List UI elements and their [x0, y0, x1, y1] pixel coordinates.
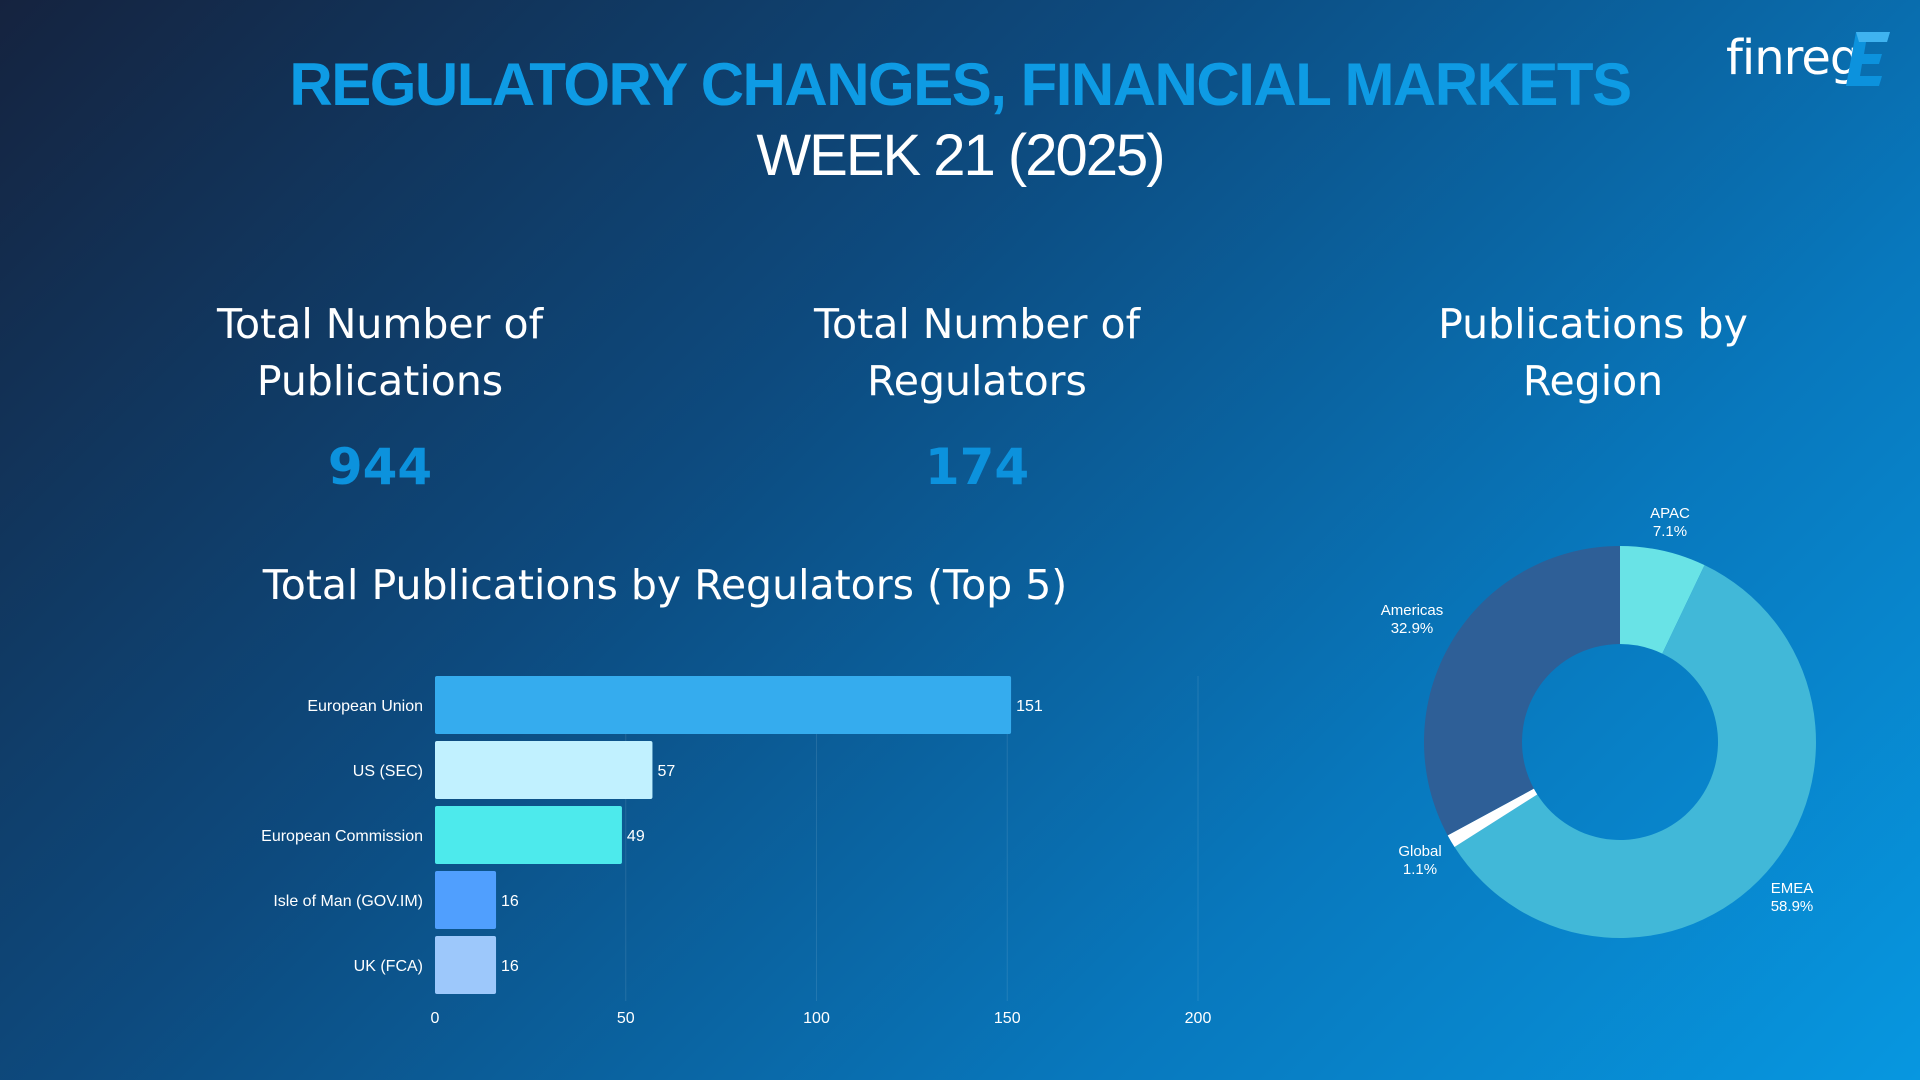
slice-value: 1.1%: [1403, 861, 1437, 878]
category-label: Isle of Man (GOV.IM): [273, 893, 423, 910]
kpi-regulators-title: Total Number of Regulators: [813, 300, 1141, 405]
category-label: European Commission: [261, 828, 423, 845]
finreg-logo: finreg: [1726, 28, 1896, 92]
data-label: 16: [501, 893, 519, 910]
slice-value: 58.9%: [1771, 898, 1814, 915]
category-label: US (SEC): [353, 763, 423, 780]
x-tick-label: 0: [431, 1010, 440, 1027]
x-tick-label: 200: [1185, 1010, 1212, 1027]
slice-value: 7.1%: [1653, 523, 1687, 540]
x-tick-label: 50: [617, 1010, 635, 1027]
data-label: 151: [1016, 698, 1043, 715]
pie-slice: [1424, 546, 1620, 836]
bar: [435, 676, 1012, 734]
bar: [435, 936, 497, 994]
x-tick-label: 150: [994, 1010, 1021, 1027]
bar: [435, 871, 497, 929]
slice-label: APAC: [1650, 505, 1690, 522]
data-label: 49: [627, 828, 645, 845]
logo-text: finreg: [1726, 30, 1860, 86]
logo-mark-icon: [1846, 32, 1890, 86]
pie-slice: [1620, 546, 1705, 654]
x-tick-label: 100: [803, 1010, 830, 1027]
slice-label: Global: [1398, 843, 1441, 860]
pie-slice: [1447, 788, 1538, 848]
kpi-publications-value: 944: [327, 438, 433, 496]
report-subtitle: WEEK 21 (2025): [756, 123, 1165, 188]
data-label: 57: [657, 763, 675, 780]
category-label: European Union: [307, 698, 423, 715]
slice-label: EMEA: [1771, 880, 1814, 897]
report-title: REGULATORY CHANGES, FINANCIAL MARKETS: [289, 51, 1632, 118]
bar: [435, 741, 653, 799]
kpi-publications-title: Total Number of Publications: [216, 300, 544, 405]
bar-chart-title: Total Publications by Regulators (Top 5): [262, 561, 1068, 609]
region-chart-title: Publications by Region: [1438, 300, 1748, 405]
kpi-regulators: Total Number of Regulators 174: [677, 296, 1277, 496]
slice-label: Americas: [1381, 602, 1444, 619]
kpi-regulators-value: 174: [924, 438, 1030, 496]
category-label: UK (FCA): [354, 958, 423, 975]
pie-slice: [1454, 565, 1816, 938]
slice-value: 32.9%: [1391, 620, 1434, 637]
kpi-publications: Total Number of Publications 944: [80, 296, 680, 496]
bar: [435, 806, 622, 864]
data-label: 16: [501, 958, 519, 975]
